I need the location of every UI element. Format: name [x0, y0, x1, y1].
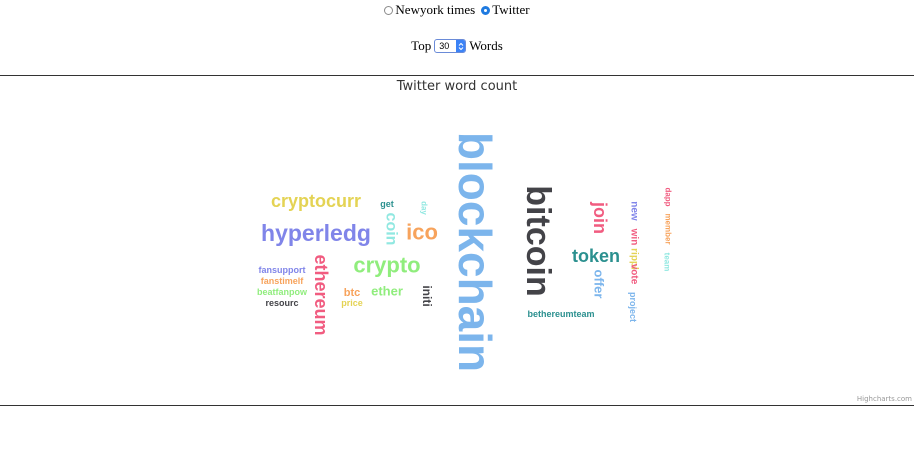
word-blockchain: blockchain: [449, 132, 501, 372]
word-fansupport: fansupport: [259, 265, 306, 275]
word-cloud: blockchain bitcoin crypto hyperledg ethereum…: [257, 132, 673, 372]
word-vote: vote: [629, 264, 640, 285]
word-resourc: resourc: [265, 298, 298, 308]
word-bethereumteam: bethereumteam: [527, 309, 594, 319]
top-suffix-label: Words: [469, 38, 503, 53]
word-team: team: [663, 253, 672, 272]
word-btc: btc: [344, 287, 361, 299]
word-initi: initi: [420, 285, 434, 306]
word-hyperledg: hyperledg: [261, 220, 371, 246]
word-rippl: rippl: [629, 248, 640, 270]
word-token: token: [572, 246, 620, 266]
source-selector: Newyork times Twitter: [0, 2, 914, 18]
word-join: join: [590, 201, 610, 234]
word-bitcoin: bitcoin: [519, 185, 557, 296]
word-get: get: [380, 199, 394, 209]
chart-title: Twitter word count: [396, 79, 518, 94]
word-ico: ico: [406, 220, 438, 245]
word-new: new: [629, 201, 640, 221]
word-project: project: [628, 292, 638, 322]
highcharts-credits[interactable]: Highcharts.com: [856, 395, 912, 403]
radio-twitter[interactable]: [481, 5, 491, 15]
word-member: member: [664, 213, 673, 244]
word-price: price: [341, 298, 363, 308]
top-prefix-label: Top: [411, 38, 432, 53]
top-words-control: Top 30 Words: [0, 38, 914, 54]
word-dapp: dapp: [664, 187, 673, 206]
radio-twitter-label: Twitter: [492, 2, 530, 17]
word-fanstimelf: fanstimelf: [261, 276, 305, 286]
bottom-divider: [0, 405, 914, 406]
word-ethereum: ethereum: [311, 254, 331, 335]
word-win: win: [629, 228, 640, 246]
radio-newyork[interactable]: [384, 5, 394, 15]
top-count-select[interactable]: 30: [434, 39, 467, 53]
word-day: day: [420, 201, 429, 215]
chevron-updown-icon: [456, 40, 466, 52]
word-beatfanpow: beatfanpow: [257, 287, 308, 297]
word-cryptocurr: cryptocurr: [271, 191, 361, 211]
radio-newyork-label: Newyork times: [395, 2, 476, 17]
top-count-value: 30: [439, 41, 450, 51]
word-crypto: crypto: [353, 253, 420, 278]
word-ether: ether: [371, 284, 403, 299]
word-offer: offer: [592, 270, 607, 299]
source-option-newyork[interactable]: Newyork times: [384, 2, 475, 18]
word-coin: coin: [383, 213, 400, 246]
source-option-twitter[interactable]: Twitter: [481, 2, 530, 18]
top-divider: [0, 75, 914, 76]
